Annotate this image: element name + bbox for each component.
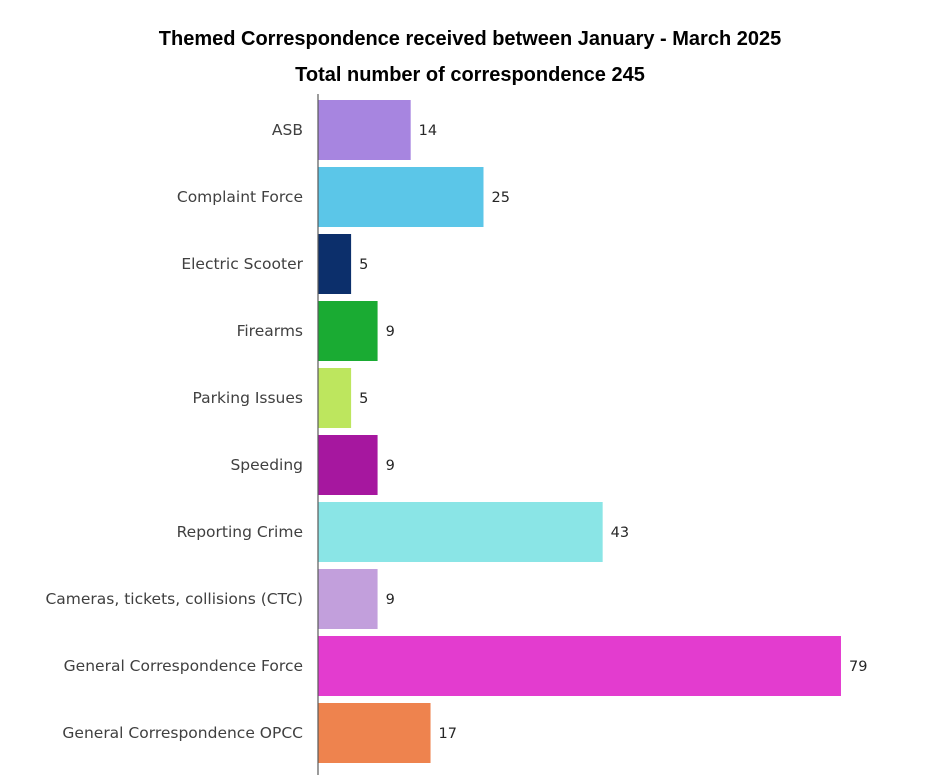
bar-3 bbox=[318, 301, 378, 361]
category-label: ASB bbox=[272, 121, 303, 139]
bar-6 bbox=[318, 502, 603, 562]
bar-1 bbox=[318, 167, 484, 227]
bar-9 bbox=[318, 703, 431, 763]
category-label: Firearms bbox=[237, 322, 303, 340]
category-label: Speeding bbox=[230, 456, 303, 474]
chart-title: Themed Correspondence received between J… bbox=[158, 28, 782, 50]
data-label: 14 bbox=[419, 123, 437, 139]
bar-2 bbox=[318, 234, 352, 294]
data-label: 5 bbox=[359, 257, 368, 273]
category-label: Electric Scooter bbox=[181, 255, 303, 273]
bar-7 bbox=[318, 569, 378, 629]
category-label: General Correspondence OPCC bbox=[62, 724, 303, 742]
bar-4 bbox=[318, 368, 352, 428]
data-label: 25 bbox=[492, 190, 510, 206]
chart-subtitle: Total number of correspondence 245 bbox=[295, 64, 645, 86]
data-label: 43 bbox=[611, 525, 629, 541]
data-label: 9 bbox=[386, 592, 395, 608]
bar-5 bbox=[318, 435, 378, 495]
data-label: 9 bbox=[386, 324, 395, 340]
data-label: 5 bbox=[359, 391, 368, 407]
category-label: Complaint Force bbox=[177, 188, 303, 206]
bar-0 bbox=[318, 100, 411, 160]
bar-8 bbox=[318, 636, 841, 696]
data-label: 17 bbox=[439, 726, 457, 742]
category-label: Cameras, tickets, collisions (CTC) bbox=[45, 590, 303, 608]
category-label: General Correspondence Force bbox=[64, 657, 303, 675]
category-label: Parking Issues bbox=[192, 389, 303, 407]
data-label: 79 bbox=[849, 659, 867, 675]
data-label: 9 bbox=[386, 458, 395, 474]
category-label: Reporting Crime bbox=[177, 523, 303, 541]
